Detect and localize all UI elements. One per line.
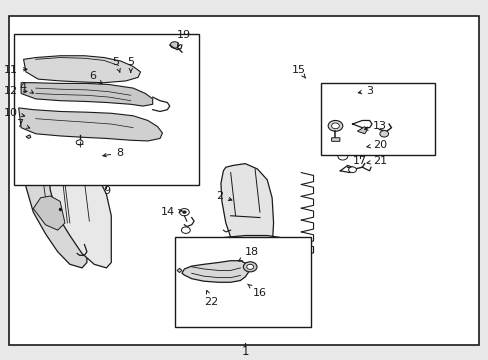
Text: 8: 8: [102, 148, 123, 158]
Circle shape: [170, 42, 179, 48]
Bar: [174, 237, 310, 327]
Text: 3: 3: [358, 86, 372, 96]
Polygon shape: [32, 91, 53, 114]
Polygon shape: [357, 127, 366, 134]
Bar: [194, 294, 293, 300]
Polygon shape: [26, 135, 31, 139]
Text: 7: 7: [17, 119, 30, 129]
Text: 17: 17: [352, 156, 366, 166]
Text: 20: 20: [366, 140, 386, 149]
Circle shape: [181, 227, 190, 233]
Bar: [194, 280, 293, 285]
Circle shape: [341, 125, 353, 134]
Circle shape: [379, 131, 388, 137]
Polygon shape: [48, 139, 111, 268]
Circle shape: [243, 262, 257, 272]
Polygon shape: [182, 261, 250, 282]
Circle shape: [331, 123, 339, 129]
Text: 16: 16: [247, 284, 266, 298]
Text: 18: 18: [238, 247, 259, 261]
Text: 13: 13: [364, 121, 386, 131]
Text: 14: 14: [160, 207, 182, 217]
Text: 15: 15: [291, 65, 305, 78]
Text: 5: 5: [127, 57, 134, 72]
Polygon shape: [23, 133, 87, 268]
Text: 1: 1: [241, 345, 248, 358]
Circle shape: [327, 121, 342, 131]
Text: 19: 19: [177, 30, 191, 46]
Text: 9: 9: [102, 186, 110, 196]
Circle shape: [98, 91, 110, 100]
Polygon shape: [33, 196, 65, 230]
Circle shape: [246, 264, 253, 269]
Circle shape: [348, 167, 356, 172]
Polygon shape: [221, 163, 273, 261]
Circle shape: [179, 208, 189, 216]
Circle shape: [117, 91, 124, 96]
Text: 22: 22: [203, 291, 218, 307]
Circle shape: [102, 94, 106, 97]
Circle shape: [241, 274, 249, 280]
Text: 4: 4: [20, 82, 33, 93]
Text: 12: 12: [3, 86, 27, 96]
Circle shape: [182, 211, 186, 213]
Polygon shape: [194, 235, 291, 273]
FancyBboxPatch shape: [331, 138, 339, 141]
Text: 6: 6: [89, 71, 102, 84]
Text: 11: 11: [4, 65, 27, 75]
Text: 5: 5: [112, 57, 120, 72]
Polygon shape: [19, 108, 162, 141]
Polygon shape: [177, 268, 182, 273]
Text: 21: 21: [366, 156, 386, 166]
Bar: [320, 83, 434, 155]
Polygon shape: [23, 56, 140, 83]
Text: 10: 10: [4, 108, 24, 118]
Polygon shape: [342, 95, 352, 106]
Polygon shape: [21, 83, 152, 106]
Bar: [14, 34, 199, 185]
Text: 2: 2: [216, 191, 231, 201]
Circle shape: [76, 140, 83, 145]
Bar: [194, 287, 293, 292]
Circle shape: [350, 128, 359, 135]
Circle shape: [337, 153, 347, 160]
